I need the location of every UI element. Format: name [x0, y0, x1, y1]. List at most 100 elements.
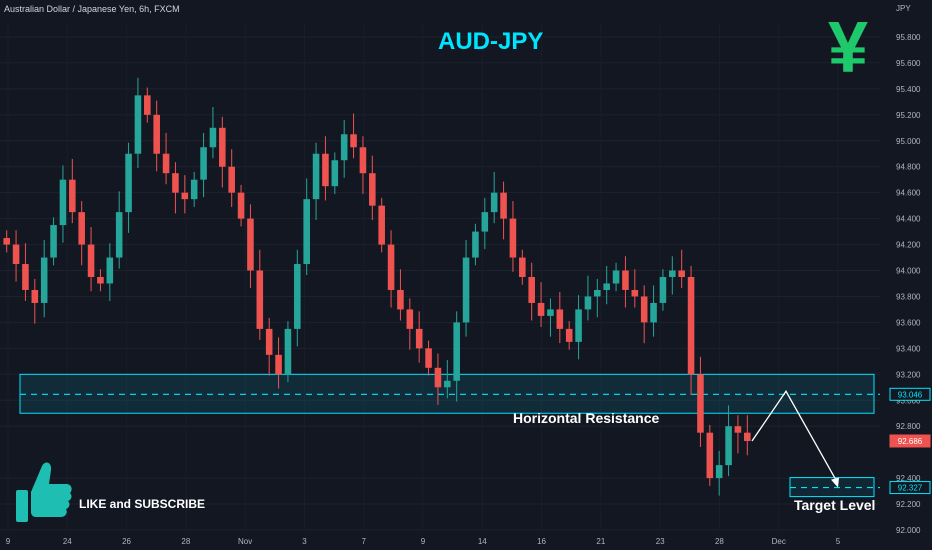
candle-body — [144, 95, 151, 115]
price-axis[interactable]: 95.800 95.600 95.400 95.200 95.000 94.800 94.6… — [889, 33, 931, 535]
candle-body — [12, 244, 20, 265]
candle-body — [612, 270, 620, 284]
candle-body — [312, 153, 320, 200]
y-tick-label: 94.400 — [896, 215, 921, 224]
candle-body — [697, 374, 704, 433]
candle-body — [537, 302, 545, 316]
candle-body — [209, 127, 217, 148]
zone-label: Horizontal Resistance — [513, 410, 660, 426]
candle-body — [50, 225, 57, 258]
candle-body — [219, 127, 226, 167]
projection-path — [751, 390, 839, 484]
candle-body — [78, 212, 85, 245]
x-tick-label: Nov — [238, 537, 252, 546]
candle-body — [275, 354, 282, 375]
yen-icon: ¥ — [828, 8, 869, 88]
candle-body — [575, 309, 582, 342]
y-tick-label: 92.000 — [896, 526, 921, 535]
candle-body — [622, 270, 629, 290]
x-tick-label: 14 — [478, 537, 487, 546]
candle-body — [687, 277, 695, 375]
symbol-header: Australian Dollar / Japanese Yen, 6h, FX… — [4, 4, 180, 14]
x-tick-label: 28 — [715, 537, 724, 546]
candle-body — [331, 160, 339, 187]
candle-body — [387, 244, 395, 290]
y-tick-label: 95.400 — [896, 85, 921, 94]
candle-body — [415, 328, 423, 349]
time-axis[interactable]: 9 24 26 28 Nov 3 7 9 14 16 21 23 28 Dec 5 — [6, 537, 841, 546]
axis-unit: JPY — [896, 4, 911, 13]
candle-body — [631, 289, 639, 297]
candle-body — [134, 95, 142, 154]
candle-body — [519, 257, 526, 277]
candles — [3, 77, 751, 496]
candle-body — [115, 212, 123, 258]
price-label-box — [889, 434, 931, 448]
candle-body — [706, 432, 714, 479]
candle-body — [425, 348, 432, 368]
candle-body — [322, 153, 329, 187]
candle-body — [228, 166, 235, 193]
target-label: Target Level — [794, 497, 876, 513]
candle-body — [340, 134, 348, 161]
projection-arrowhead — [831, 477, 839, 488]
candle-body — [200, 147, 207, 180]
candle-body — [237, 192, 245, 219]
candle-body — [87, 244, 95, 277]
x-tick-label: 5 — [836, 537, 841, 546]
candle-body — [125, 153, 132, 213]
y-tick-label: 94.800 — [896, 163, 921, 172]
x-tick-label: Dec — [772, 537, 786, 546]
candle-body — [444, 380, 451, 388]
candle-body — [472, 231, 479, 258]
candle-body — [528, 277, 535, 303]
candle-body — [744, 432, 751, 441]
x-tick-label: 7 — [361, 537, 366, 546]
x-tick-label: 3 — [302, 537, 307, 546]
candle-body — [106, 257, 114, 284]
candle-body — [172, 173, 179, 193]
candle-body — [603, 283, 610, 290]
candle-body — [284, 328, 292, 375]
candle-body — [584, 296, 592, 310]
y-tick-label: 93.800 — [896, 292, 921, 301]
x-tick-label: 16 — [537, 537, 546, 546]
candle-body — [31, 289, 39, 303]
y-tick-label: 95.600 — [896, 59, 921, 68]
candle-body — [378, 205, 385, 245]
candle-body — [162, 153, 170, 174]
candle-body — [490, 192, 498, 213]
y-tick-label: 94.600 — [896, 189, 921, 198]
candle-body — [303, 199, 310, 265]
candle-body — [59, 179, 67, 226]
price-label-box — [889, 387, 931, 401]
candle-body — [509, 218, 517, 258]
candle-body — [715, 465, 723, 479]
candle-body — [3, 238, 10, 245]
candle-body — [190, 179, 198, 200]
x-tick-label: 26 — [122, 537, 131, 546]
price-label: 92.327 — [898, 484, 923, 493]
projection — [751, 390, 839, 488]
y-tick-label: 95.000 — [896, 137, 921, 146]
candle-body — [500, 192, 507, 219]
candle-body — [359, 147, 367, 174]
candle-body — [181, 192, 189, 200]
x-tick-label: 23 — [656, 537, 665, 546]
candle-body — [369, 173, 376, 206]
candle-body — [294, 264, 301, 329]
y-tick-label: 93.200 — [896, 370, 921, 379]
y-tick-label: 92.200 — [896, 500, 921, 509]
candle-body — [640, 296, 648, 323]
candle-body — [434, 367, 442, 388]
candle-body — [350, 134, 357, 148]
candle-body — [556, 309, 564, 329]
y-tick-label: 95.200 — [896, 111, 921, 120]
candle-body — [69, 179, 76, 213]
candle-body — [265, 328, 273, 355]
x-tick-label: 21 — [596, 537, 605, 546]
y-tick-label: 94.000 — [896, 267, 921, 276]
y-tick-label: 93.600 — [896, 318, 921, 327]
y-tick-label: 92.400 — [896, 474, 921, 483]
